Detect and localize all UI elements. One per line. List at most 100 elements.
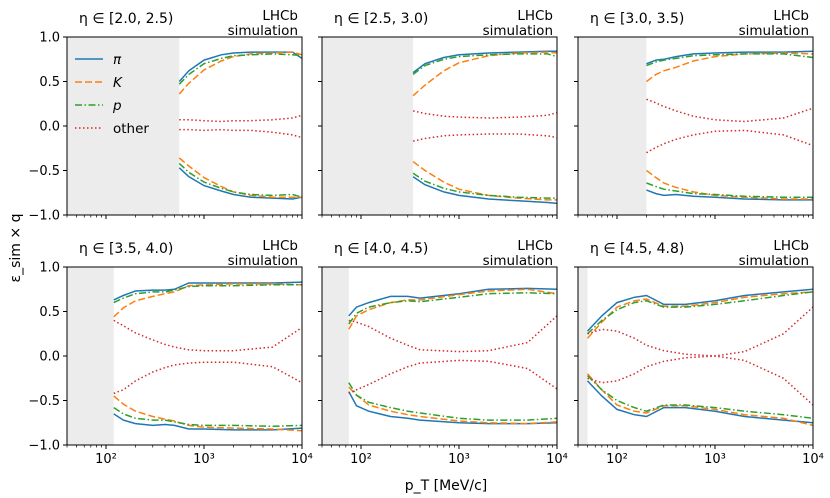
panel-title: η ∈ [2.0, 2.5) — [79, 11, 173, 27]
series-line-p-positive — [113, 284, 302, 304]
panel-title: η ∈ [3.5, 4.0) — [79, 241, 173, 257]
x-tick-label: 10³ — [193, 452, 215, 467]
x-tick-label: 10⁴ — [291, 452, 313, 467]
y-axis-label: ε_sim × q — [8, 214, 24, 283]
series-line-k-positive — [113, 283, 303, 318]
series-line-p-negative — [412, 172, 557, 199]
x-axis-label: p_T [MeV/c] — [405, 478, 488, 494]
series-line-pi-positive — [646, 50, 814, 65]
series-line-k-negative — [646, 169, 813, 200]
series-line-pi-positive — [113, 281, 303, 301]
series-line-k-positive — [178, 51, 303, 95]
series-line-pi-positive — [586, 288, 814, 332]
series-line-p-negative — [178, 162, 303, 198]
simulation-label: simulation — [228, 23, 298, 39]
x-tick-label: 10² — [95, 452, 117, 467]
legend-label: p — [112, 98, 122, 114]
series-line-other-negative — [179, 128, 303, 139]
series-line-p-negative — [113, 406, 303, 428]
x-tick-label: 10² — [606, 452, 628, 467]
series-line-pi-negative — [586, 380, 814, 424]
series-line-k-positive — [348, 288, 558, 330]
x-tick-label: 10³ — [704, 452, 726, 467]
chart-panel-1: −1.0 −0.5 0.0 0.5 1.0 η ∈ [2.0, 2.5) LHCbsimul… — [28, 8, 303, 224]
series-line-k-positive — [586, 291, 814, 339]
series-line-k-negative — [412, 160, 557, 201]
series-line-k-positive — [646, 52, 814, 83]
x-tick-label: 10⁴ — [802, 452, 824, 467]
series-line-pi-negative — [113, 413, 303, 431]
series-line-p-positive — [412, 53, 558, 76]
panel-title: η ∈ [4.5, 4.8) — [590, 241, 684, 257]
series-line-pi-negative — [412, 176, 558, 205]
experiment-label: LHCb — [773, 8, 809, 24]
series-line-pi-negative — [178, 167, 303, 200]
series-line-pi-positive — [178, 51, 303, 82]
y-tick-label: −1.0 — [28, 209, 60, 224]
y-tick-label: 0.0 — [39, 350, 60, 365]
x-tick-label: 10⁴ — [546, 452, 568, 467]
y-tick-label: −1.0 — [28, 439, 60, 454]
shaded-region — [322, 267, 349, 445]
axes-frame — [577, 266, 814, 446]
experiment-label: LHCb — [262, 238, 298, 254]
y-tick-label: 1.0 — [39, 31, 60, 46]
experiment-label: LHCb — [262, 8, 298, 24]
legend-label: π — [113, 52, 122, 68]
series-line-other-positive — [113, 319, 303, 352]
series-line-p-positive — [348, 292, 558, 325]
series-line-other-negative — [646, 129, 814, 154]
y-tick-label: 0.5 — [39, 75, 60, 90]
series-line-p-negative — [586, 375, 814, 420]
experiment-label: LHCb — [773, 238, 809, 254]
legend-label: other — [113, 121, 149, 137]
shaded-region — [67, 267, 114, 445]
legend: πKp other — [75, 52, 149, 137]
y-tick-label: −0.5 — [28, 164, 60, 179]
panel-title: η ∈ [3.0, 3.5) — [590, 11, 684, 27]
series-line-p-positive — [586, 291, 814, 335]
y-tick-label: 1.0 — [39, 261, 60, 276]
panel-title: η ∈ [2.5, 3.0) — [334, 11, 428, 27]
panel-title: η ∈ [4.0, 4.5) — [334, 241, 428, 257]
x-tick-label: 10² — [350, 452, 372, 467]
series-line-p-positive — [646, 53, 814, 67]
series-line-pi-positive — [412, 50, 557, 74]
series-line-other-negative — [587, 355, 814, 406]
y-tick-label: −0.5 — [28, 394, 60, 409]
series-line-pi-positive — [348, 287, 558, 317]
series-line-other-positive — [587, 306, 814, 357]
simulation-label: simulation — [483, 253, 553, 269]
experiment-label: LHCb — [517, 238, 553, 254]
series-line-pi-negative — [348, 391, 558, 425]
series-line-other-negative — [412, 133, 558, 142]
series-line-other-negative — [113, 361, 303, 395]
simulation-label: simulation — [739, 23, 809, 39]
series-line-p-positive — [178, 53, 303, 85]
shaded-region — [578, 267, 588, 445]
series-line-other-positive — [179, 114, 303, 123]
chart-panel-4: −1.0 −0.5 0.0 0.5 1.0 10² 10³ 10⁴ η ∈ [3.5, 4.0)… — [28, 238, 312, 467]
shaded-region — [578, 37, 647, 215]
y-tick-label: 0.0 — [39, 120, 60, 135]
series-line-pi-negative — [646, 189, 813, 201]
series-line-k-negative — [113, 395, 303, 432]
y-tick-label: 0.5 — [39, 305, 60, 320]
simulation-label: simulation — [228, 253, 298, 269]
series-line-k-negative — [178, 157, 302, 198]
experiment-label: LHCb — [517, 8, 553, 24]
axes-frame — [321, 266, 558, 446]
x-tick-label: 10³ — [448, 452, 470, 467]
series-line-other-positive — [348, 315, 558, 353]
series-line-p-negative — [646, 182, 813, 198]
shaded-region — [67, 37, 180, 215]
series-line-other-negative — [348, 359, 558, 395]
series-line-k-negative — [586, 373, 814, 427]
simulation-label: simulation — [739, 253, 809, 269]
simulation-label: simulation — [483, 23, 553, 39]
